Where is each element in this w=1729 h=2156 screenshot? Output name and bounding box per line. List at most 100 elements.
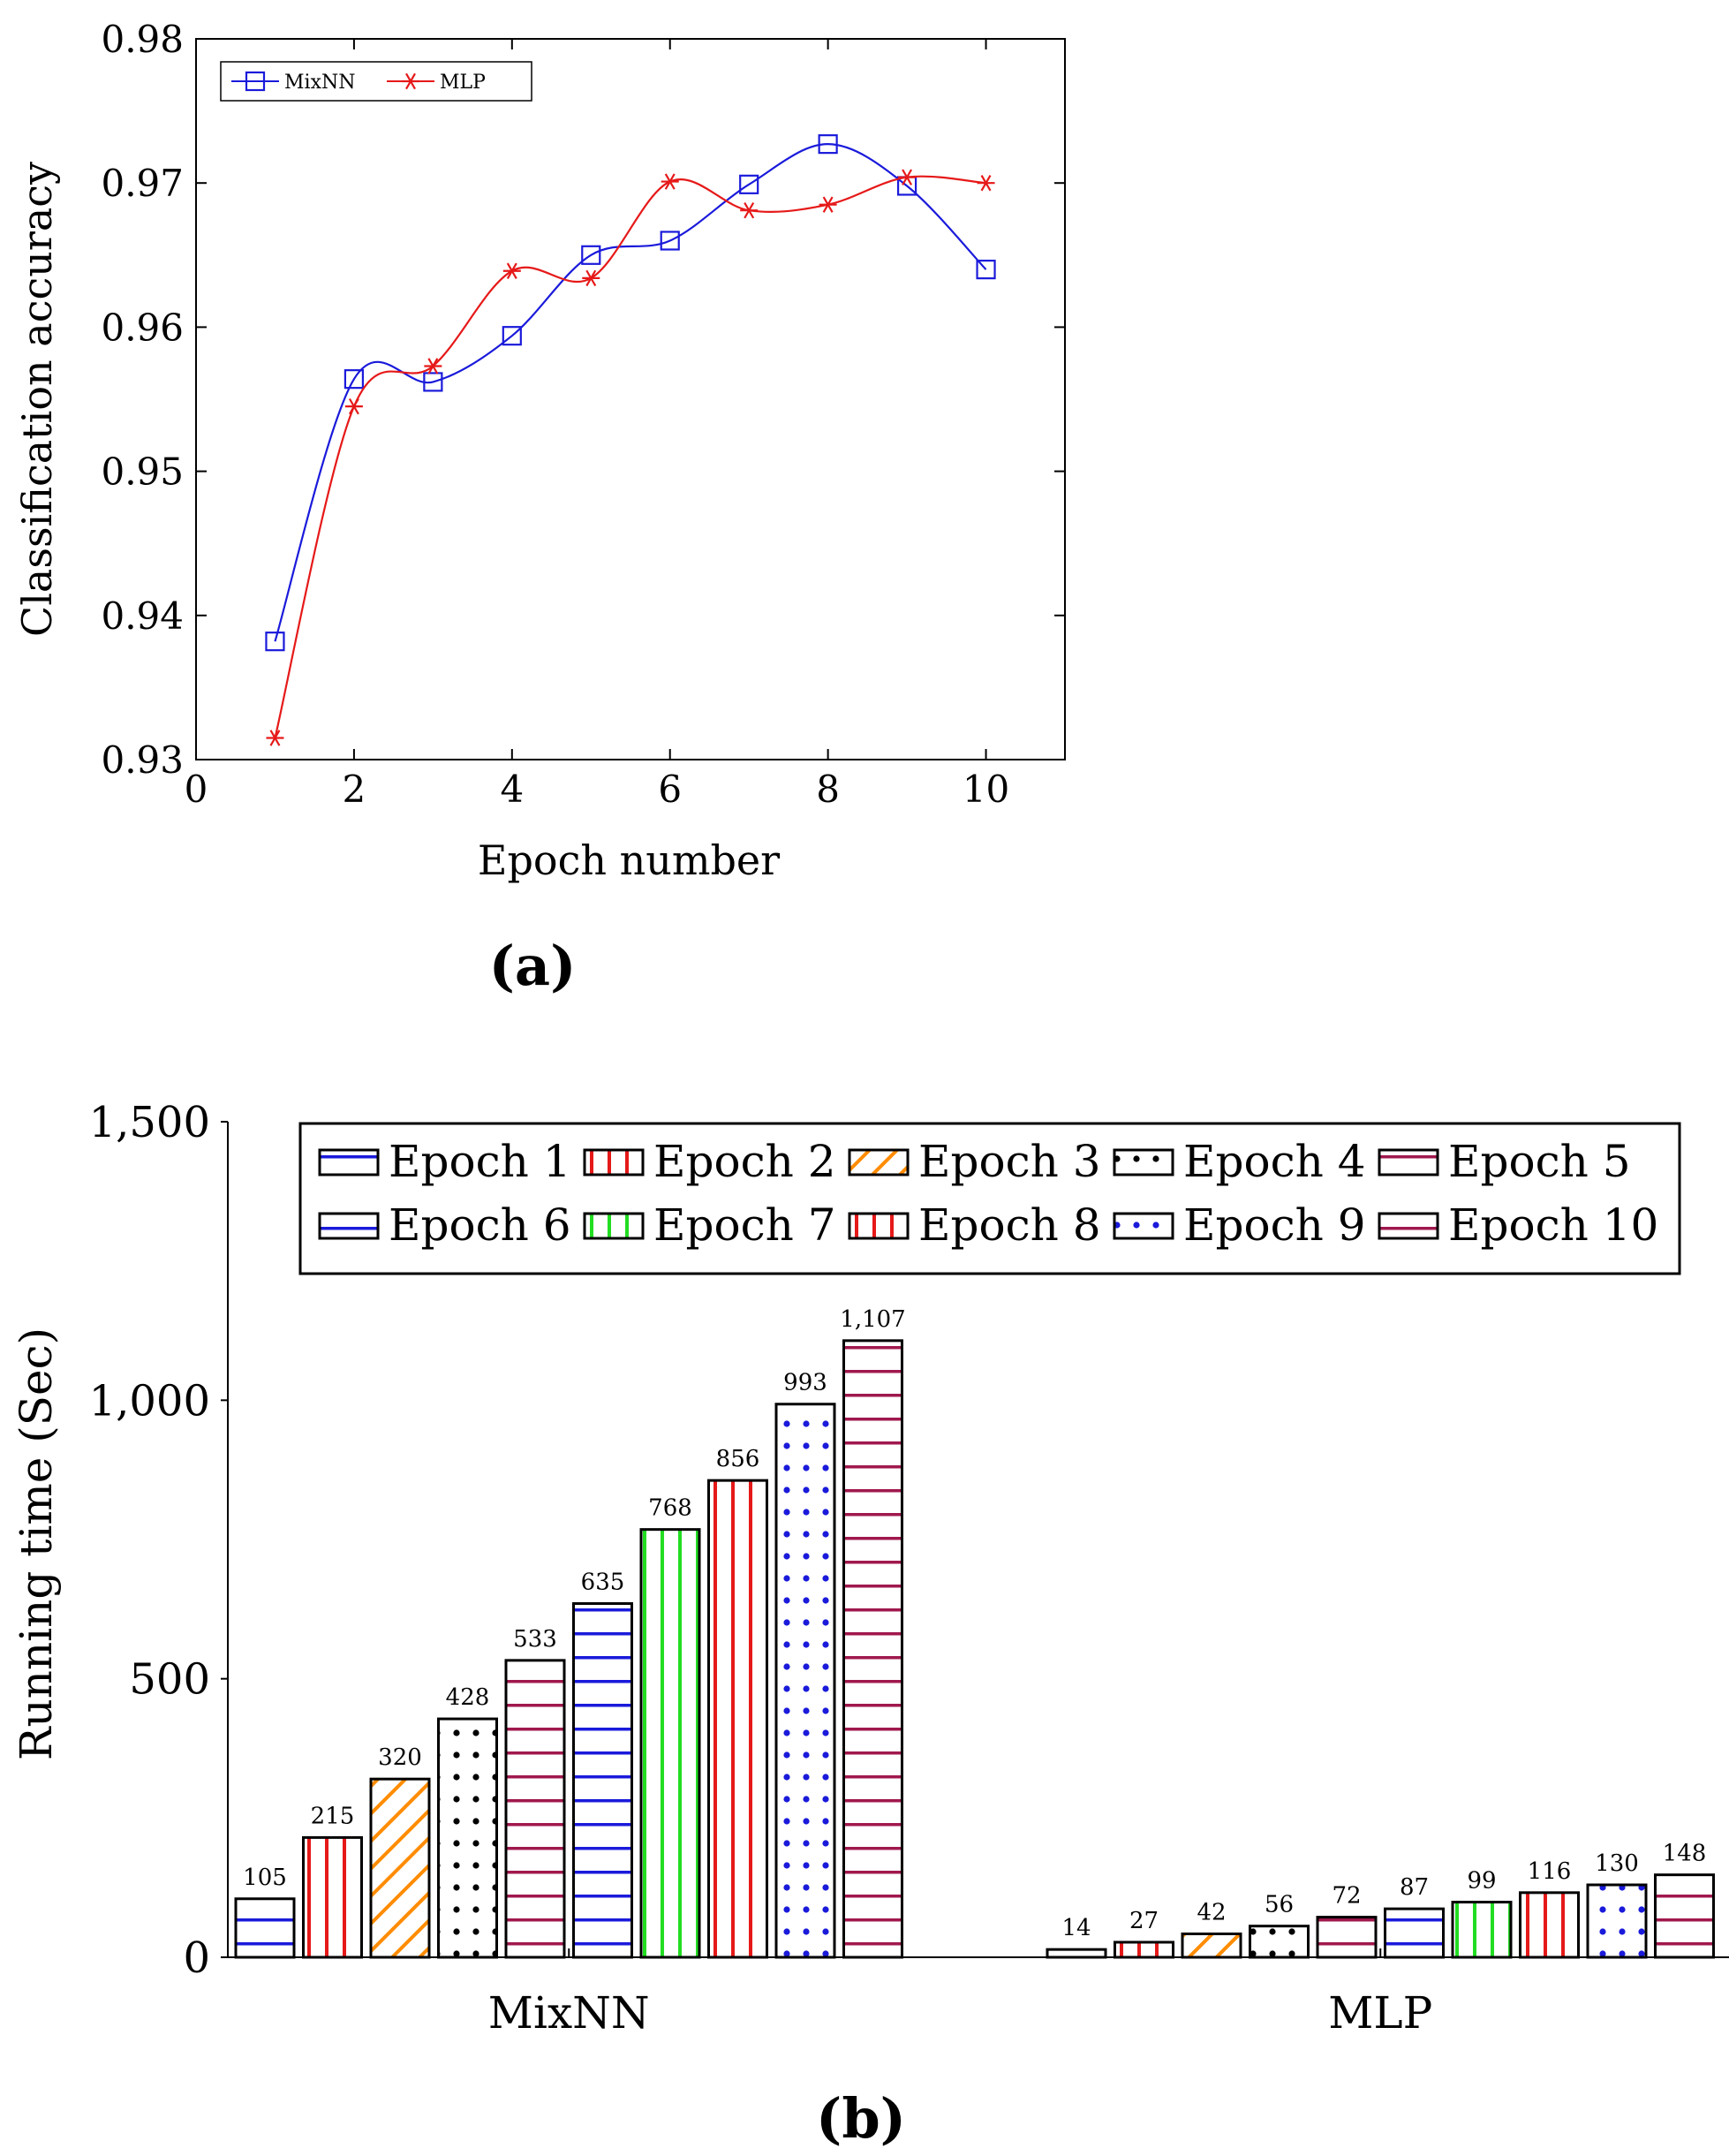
accuracy-line-chart: 0 2 4 6 8 10 0.93 0.94 0.95 0.96 0.97 0.98 MixNN MLP… [13,18,1066,998]
bar [437,1717,498,1959]
data-point [424,358,442,374]
bar [504,1659,566,1959]
legend-label: Epoch 5 [1448,1136,1631,1187]
data-point [266,730,284,746]
data-point [739,174,759,194]
bar [639,1528,701,1959]
legend-item: Epoch 8 [848,1199,1101,1251]
bar-value-label: 635 [581,1570,625,1596]
y-tick-label: 0.93 [101,738,184,782]
bar-value-label: 27 [1129,1908,1159,1934]
bar-value-label: 130 [1595,1850,1639,1877]
y-tick-label: 1,500 [89,1098,210,1147]
bar [1519,1891,1580,1959]
bar [707,1479,768,1959]
bar [1114,1940,1174,1959]
data-point [344,369,365,390]
bar [842,1339,903,1959]
bar-value-label: 215 [311,1803,355,1829]
data-point [582,269,600,287]
series-mixnn [265,134,996,652]
bar-group-mlp: 14 27 42 56 72 87 99 116 130 148 MLP [1046,1841,1715,2039]
legend-label: Epoch 8 [918,1199,1101,1251]
data-point [660,231,680,251]
bar [1181,1933,1242,1959]
bar [1451,1901,1513,1959]
bar-value-label: 148 [1663,1841,1707,1867]
category-label: MLP [1328,1987,1432,2039]
legend-label: MixNN [284,72,355,94]
category-label: MixNN [488,1987,650,2039]
bar-value-label: 993 [783,1370,827,1396]
x-tick-label: 8 [816,768,840,811]
bar [1316,1916,1378,1959]
data-point [976,260,996,280]
legend-swatch [848,1212,910,1240]
bar [1384,1907,1445,1959]
bar [774,1403,836,1959]
legend-swatch [318,1148,380,1176]
data-point [265,632,285,652]
legend-label: Epoch 9 [1183,1199,1366,1251]
data-point [818,134,838,155]
bar-value-label: 14 [1061,1915,1091,1941]
bar [234,1897,296,1959]
series-mlp [266,169,995,746]
legend-item: Epoch 3 [848,1136,1101,1187]
bar [369,1777,431,1959]
bar-value-label: 320 [378,1744,422,1771]
data-point [740,201,759,219]
legend-label: MLP [440,72,486,94]
bar-value-label: 856 [716,1446,760,1472]
bar-value-label: 56 [1265,1892,1294,1918]
bar-value-label: 72 [1332,1883,1361,1910]
legend-swatch [1113,1212,1174,1240]
legend-swatch [318,1212,380,1240]
legend-item: Epoch 1 [318,1136,571,1187]
data-point [344,397,363,415]
legend-swatch [583,1148,645,1176]
y-tick-label: 0 [183,1933,210,1983]
legend-marker [402,72,419,90]
x-tick-label: 4 [500,768,524,811]
data-point [819,196,837,213]
bar [1046,1948,1107,1959]
legend-item: Epoch 4 [1113,1136,1366,1187]
bar [1654,1873,1715,1959]
y-tick-label: 0.96 [101,306,184,349]
y-tick-label: 1,000 [89,1376,210,1426]
legend-swatch [848,1148,910,1176]
y-tick-label: 500 [129,1655,210,1705]
bar-value-label: 99 [1467,1868,1496,1895]
legend-item: Epoch 10 [1378,1199,1658,1251]
y-tick-label: 0.98 [101,18,184,61]
legend-box [298,1122,1681,1275]
bar [302,1835,363,1959]
y-tick-label: 0.94 [101,594,184,638]
series-line [274,143,987,642]
legend-marker [245,71,266,92]
legend-swatch [1113,1148,1174,1176]
bar [1249,1925,1310,1959]
x-axis-label: Epoch number [478,836,780,884]
bar-value-label: 42 [1197,1900,1226,1926]
bar-value-label: 1,107 [840,1306,905,1333]
bar-value-label: 105 [243,1865,287,1891]
data-point [502,326,522,346]
panel-a-label: (a) [489,934,577,998]
y-tick-label: 0.95 [101,450,184,494]
legend-item: Epoch 2 [583,1136,836,1187]
legend-swatch [1378,1212,1439,1240]
legend-item: Epoch 9 [1113,1199,1366,1251]
legend-label: Epoch 7 [653,1199,836,1251]
legend-label: Epoch 2 [653,1136,836,1187]
data-point [661,173,679,190]
x-tick-label: 0 [185,768,208,811]
x-tick-label: 10 [963,768,1009,811]
bar-value-label: 428 [446,1684,490,1711]
legend-label: Epoch 10 [1448,1199,1658,1251]
legend-swatch [583,1212,645,1240]
legend-label: Epoch 4 [1183,1136,1366,1187]
series-line [274,175,986,738]
legend-item: Epoch 6 [318,1199,571,1251]
